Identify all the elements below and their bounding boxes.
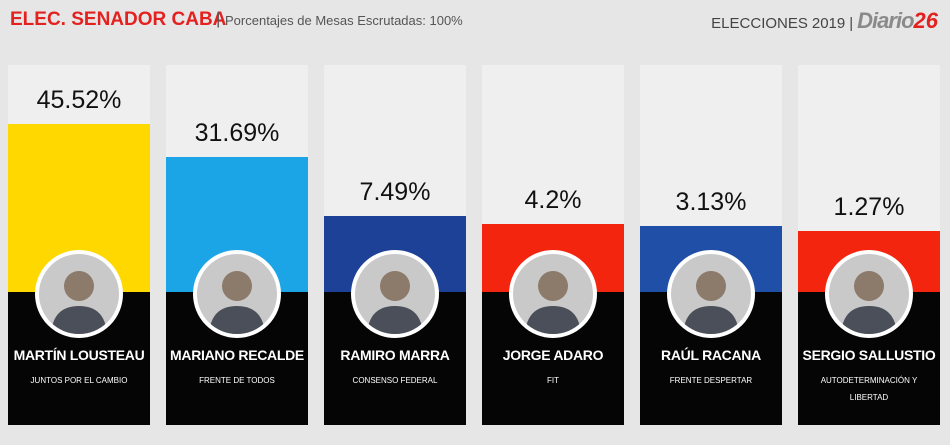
separator: | (849, 15, 854, 32)
photo-silhouette (367, 271, 423, 334)
candidate-name: MARTÍN LOUSTEAU (13, 347, 145, 363)
value-label: 4.2% (524, 185, 582, 214)
value-label: 31.69% (194, 119, 280, 148)
photo-silhouette (51, 271, 107, 334)
branding: ELECCIONES 2019 | Diario26 (711, 8, 938, 34)
value-label: 45.52% (36, 85, 122, 114)
candidate-name: JORGE ADARO (502, 347, 604, 363)
candidate-party: AUTODETERMINACIÓN Y LIBERTAD (820, 376, 918, 402)
election-label: ELECCIONES (711, 15, 808, 32)
chart-subtitle: Porcentajes de Mesas Escrutadas: 100% (225, 13, 463, 28)
chart-title: ELEC. SENADOR CABA (10, 9, 227, 30)
election-year: 2019 (811, 15, 846, 32)
candidate-name: MARIANO RECALDE (170, 347, 304, 363)
candidate-photo (825, 250, 913, 338)
photo-silhouette (841, 271, 897, 334)
separator: | (216, 9, 221, 28)
candidate-name: SERGIO SALLUSTIO (802, 347, 936, 363)
brand: Diario (857, 8, 914, 33)
photo-silhouette (683, 271, 739, 334)
photo-silhouette (525, 271, 581, 334)
value-label: 7.49% (359, 177, 431, 206)
brand-number: 26 (913, 8, 938, 33)
value-label: 1.27% (833, 192, 905, 221)
candidate-party: FIT (547, 376, 559, 385)
candidate-photo (193, 250, 281, 338)
candidate-party: FRENTE DESPERTAR (669, 376, 753, 385)
value-label: 3.13% (675, 188, 747, 217)
candidate-photo (35, 250, 123, 338)
candidate-photo (667, 250, 755, 338)
candidate-party: CONSENSO FEDERAL (352, 376, 438, 385)
candidate-name: RAÚL RACANA (661, 347, 761, 363)
candidate-party: FRENTE DE TODOS (199, 376, 275, 385)
photo-silhouette (209, 271, 265, 334)
candidate-party: JUNTOS POR EL CAMBIO (30, 376, 128, 385)
candidate-photo (509, 250, 597, 338)
candidate-photo (351, 250, 439, 338)
candidate-name: RAMIRO MARRA (340, 347, 450, 363)
